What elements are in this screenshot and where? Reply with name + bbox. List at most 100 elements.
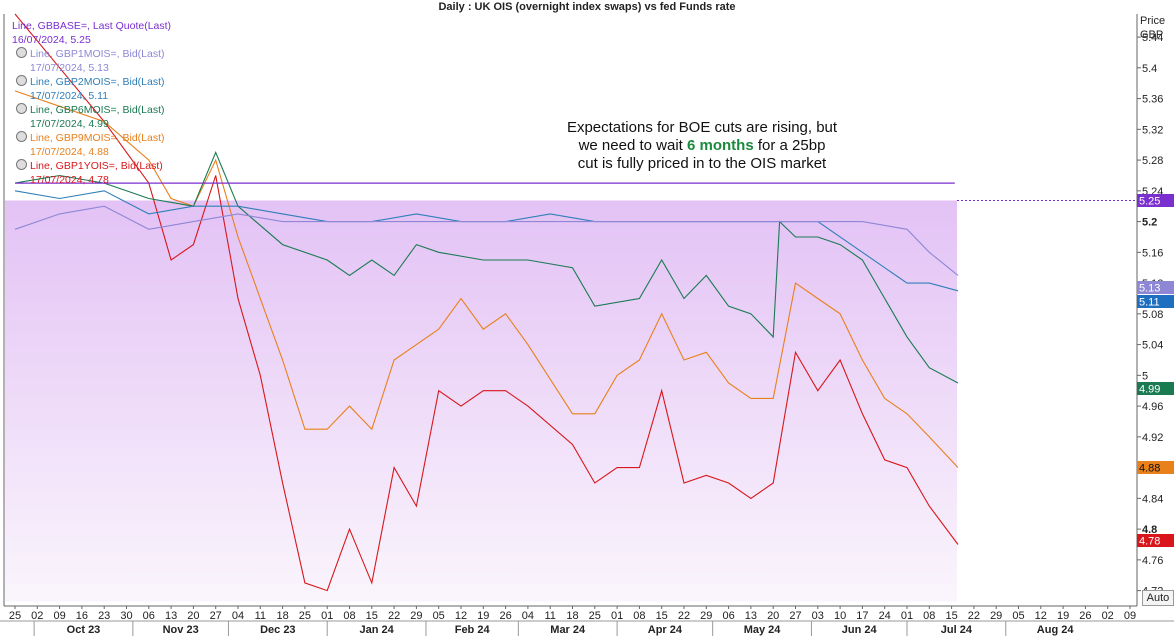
legend-series-value: 17/07/2024, 4.99 xyxy=(30,118,109,130)
legend-toggle-icon[interactable] xyxy=(16,131,27,142)
legend-entry[interactable]: Line, GBP2MOIS=, Bid(Last) 17/07/2024, 5.… xyxy=(16,75,165,103)
x-month-label: Feb 24 xyxy=(455,624,491,636)
x-month-label: May 24 xyxy=(744,624,782,636)
legend-series-label: Line, GBP1YOIS=, Bid(Last) xyxy=(30,160,163,172)
x-tick-label: 08 xyxy=(923,610,935,622)
price-tag-box xyxy=(1137,382,1174,395)
price-axis-title: Price xyxy=(1140,15,1166,27)
y-tick-label: 4.96 xyxy=(1142,401,1163,413)
x-tick-label: 12 xyxy=(1035,610,1047,622)
price-tag-box xyxy=(1137,534,1174,547)
price-tag-label: 5.13 xyxy=(1139,283,1160,295)
legend-series-value: 17/07/2024, 4.78 xyxy=(30,174,109,186)
x-tick-label: 17 xyxy=(856,610,868,622)
price-tag-box xyxy=(1137,281,1174,294)
x-tick-label: 01 xyxy=(321,610,333,622)
y-tick-label: 5.44 xyxy=(1142,32,1163,44)
x-tick-label: 15 xyxy=(366,610,378,622)
annotation-highlight: 6 months xyxy=(687,137,754,154)
legend-toggle-icon[interactable] xyxy=(16,47,27,58)
x-month-label: Dec 23 xyxy=(260,624,295,636)
x-tick-label: 13 xyxy=(165,610,177,622)
series-line-gbp9mois xyxy=(14,90,959,468)
x-tick-label: 02 xyxy=(31,610,43,622)
x-tick-label: 10 xyxy=(834,610,846,622)
x-tick-label: 18 xyxy=(276,610,288,622)
x-tick-label: 16 xyxy=(76,610,88,622)
auto-scale-button[interactable]: Auto xyxy=(1142,590,1174,606)
x-tick-label: 20 xyxy=(767,610,779,622)
x-tick-label: 06 xyxy=(143,610,155,622)
legend-entry[interactable]: Line, GBBASE=, Last Quote(Last) 16/07/202… xyxy=(12,19,171,47)
price-tag-label: 4.99 xyxy=(1139,384,1160,396)
y-tick-label: 4.84 xyxy=(1142,493,1163,505)
x-tick-label: 05 xyxy=(433,610,445,622)
x-tick-label: 25 xyxy=(9,610,21,622)
x-tick-label: 30 xyxy=(120,610,132,622)
price-tag-label: 5.11 xyxy=(1139,297,1160,309)
x-tick-label: 19 xyxy=(1057,610,1069,622)
y-tick-label: 5.04 xyxy=(1142,340,1163,352)
legend-series-value: 17/07/2024, 4.88 xyxy=(30,146,109,158)
x-tick-label: 04 xyxy=(522,610,534,622)
legend-series-label: Line, GBP9MOIS=, Bid(Last) xyxy=(30,132,165,144)
x-month-label: Jun 24 xyxy=(842,624,878,636)
price-tag-label: 4.78 xyxy=(1139,536,1160,548)
x-tick-label: 25 xyxy=(589,610,601,622)
price-tag-label: 4.88 xyxy=(1139,463,1160,475)
y-tick-label: 5.16 xyxy=(1142,247,1163,259)
legend-entry[interactable]: Line, GBP1YOIS=, Bid(Last) 17/07/2024, 4.… xyxy=(16,159,163,187)
legend-series-label: Line, GBP2MOIS=, Bid(Last) xyxy=(30,76,165,88)
x-tick-label: 22 xyxy=(678,610,690,622)
annotation-line-2: we need to wait 6 months for a 25bp xyxy=(548,137,856,155)
x-tick-label: 27 xyxy=(210,610,222,622)
x-tick-label: 08 xyxy=(633,610,645,622)
y-tick-label: 5 xyxy=(1142,370,1148,382)
x-tick-label: 01 xyxy=(901,610,913,622)
x-tick-label: 25 xyxy=(299,610,311,622)
annotation-line-3: cut is fully priced in to the OIS market xyxy=(577,155,827,172)
x-tick-label: 11 xyxy=(255,610,266,622)
price-axis-header: Price GBP xyxy=(1140,14,1165,42)
x-tick-label: 24 xyxy=(879,610,891,622)
x-tick-label: 05 xyxy=(1012,610,1024,622)
x-tick-label: 01 xyxy=(611,610,623,622)
x-tick-label: 29 xyxy=(990,610,1002,622)
legend-series-label: Line, GBP6MOIS=, Bid(Last) xyxy=(30,104,165,116)
x-month-label: Aug 24 xyxy=(1037,624,1075,636)
x-month-label: Oct 23 xyxy=(67,624,101,636)
y-tick-label: 5.2 xyxy=(1142,217,1157,229)
base-rate-shaded-band xyxy=(5,200,957,602)
legend-entry[interactable]: Line, GBP1MOIS=, Bid(Last) 17/07/2024, 5.… xyxy=(16,47,165,75)
x-tick-label: 15 xyxy=(945,610,957,622)
x-month-label: Apr 24 xyxy=(648,624,683,636)
legend-entry[interactable]: Line, GBP9MOIS=, Bid(Last) 17/07/2024, 4.… xyxy=(16,131,165,159)
series-line-gbp6mois xyxy=(14,150,959,384)
x-tick-label: 20 xyxy=(187,610,199,622)
x-tick-label: 08 xyxy=(343,610,355,622)
x-tick-label: 18 xyxy=(566,610,578,622)
x-tick-label: 15 xyxy=(656,610,668,622)
legend-toggle-icon[interactable] xyxy=(16,103,27,114)
x-tick-label: 29 xyxy=(410,610,422,622)
price-axis-currency: GBP xyxy=(1140,29,1164,41)
legend-series-label: Line, GBP1MOIS=, Bid(Last) xyxy=(30,48,165,60)
legend-entry[interactable]: Line, GBP6MOIS=, Bid(Last) 17/07/2024, 4.… xyxy=(16,103,165,131)
y-tick-label: 4.92 xyxy=(1142,432,1163,444)
y-tick-label: 5.32 xyxy=(1142,124,1163,136)
x-tick-label: 06 xyxy=(722,610,734,622)
annotation-line-2-end: for a 25bp xyxy=(753,137,826,154)
y-tick-label: 5.08 xyxy=(1142,309,1163,321)
x-tick-label: 03 xyxy=(812,610,824,622)
legend-series-value: 16/07/2024, 5.25 xyxy=(12,34,91,46)
legend-toggle-icon[interactable] xyxy=(16,159,27,170)
price-tag-box xyxy=(1137,295,1174,308)
x-tick-label: 02 xyxy=(1102,610,1114,622)
legend-toggle-icon[interactable] xyxy=(16,75,27,86)
legend-series-label: Line, GBBASE=, Last Quote(Last) xyxy=(12,20,172,32)
y-tick-label: 5.28 xyxy=(1142,155,1163,167)
legend-series-value: 17/07/2024, 5.11 xyxy=(30,90,109,102)
price-tag-label: 5.25 xyxy=(1139,196,1160,208)
x-month-label: Mar 24 xyxy=(550,624,586,636)
